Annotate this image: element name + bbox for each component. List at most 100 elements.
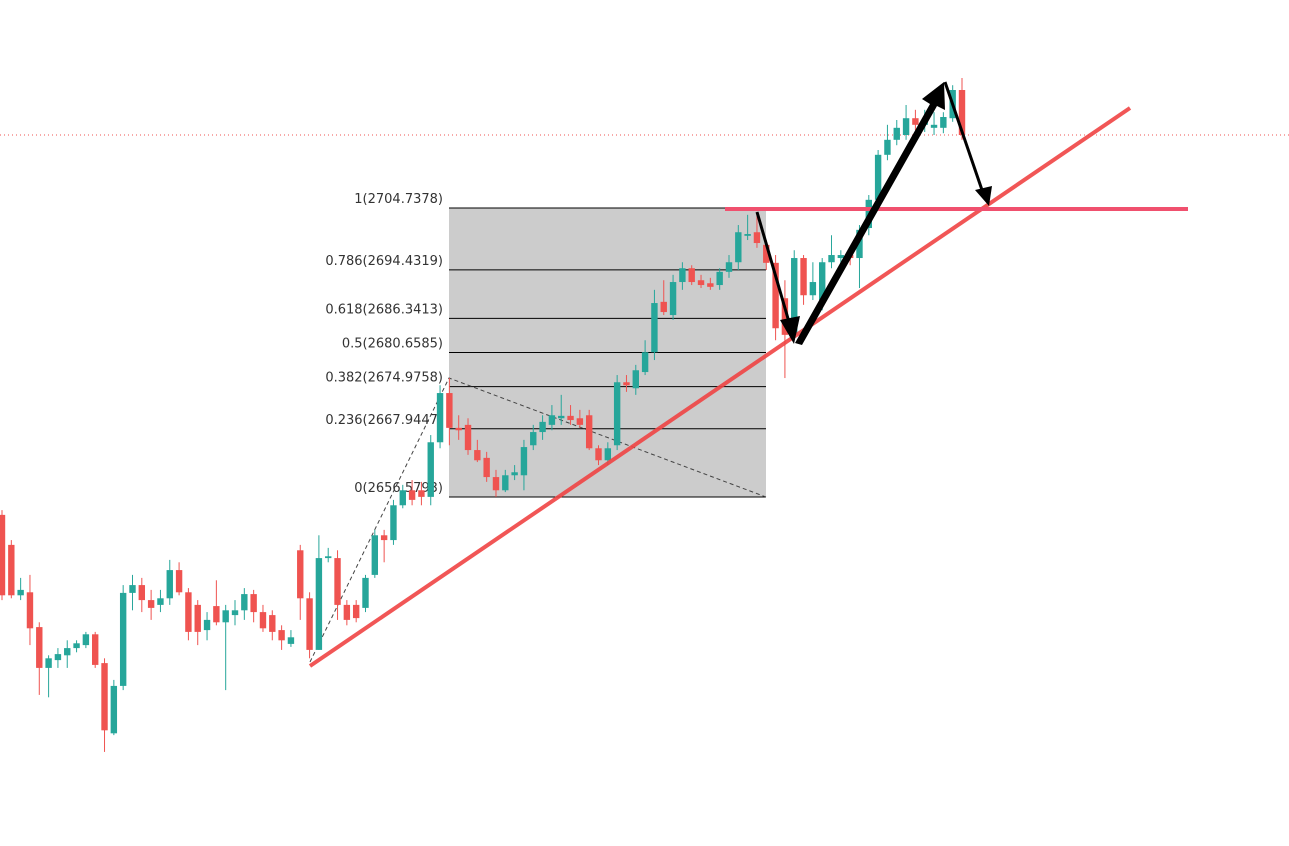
candle-body (688, 268, 695, 283)
candle-body (203, 619, 211, 631)
candle-body (8, 544, 15, 596)
candle-body (17, 589, 24, 596)
candle-body (958, 90, 966, 136)
candle-body (166, 570, 173, 599)
candle-body (520, 447, 528, 476)
candle-body (446, 393, 453, 428)
candle-body (837, 255, 845, 259)
candle-body (138, 585, 146, 601)
candle-body (297, 550, 304, 599)
candle-body (352, 604, 360, 619)
candle-body (595, 448, 602, 461)
candle-body (464, 424, 472, 451)
candle-body (744, 234, 751, 236)
candle-body (306, 598, 313, 650)
candle-body (325, 556, 332, 559)
arrow-up (795, 82, 945, 345)
candle-body (940, 117, 947, 128)
candle-body (558, 415, 565, 419)
candle-body (893, 127, 900, 140)
candle-body (660, 301, 667, 313)
trend-line (308, 106, 1132, 668)
candle-body (436, 393, 444, 443)
candle-body (343, 604, 351, 620)
candle-body (753, 232, 761, 244)
candle-body (828, 255, 835, 263)
candle-body (427, 442, 434, 497)
candle-body (110, 685, 118, 734)
candle-body (697, 280, 705, 286)
candle-body (613, 382, 621, 446)
candle-body (800, 258, 807, 296)
candle-body (669, 282, 677, 316)
candle-body (213, 606, 220, 623)
candle-body (912, 118, 919, 125)
candle-body (567, 415, 574, 421)
candle-body (763, 244, 770, 263)
candle-layer (0, 78, 966, 752)
arrow-shaft (943, 81, 984, 191)
candle-body (884, 139, 891, 155)
candle-body (119, 592, 127, 686)
candle-body (334, 558, 341, 605)
fib-anchor-line (309, 377, 767, 663)
candle-body (651, 303, 658, 353)
arrow-head (975, 186, 992, 206)
candle-body (539, 421, 546, 433)
candle-body (231, 610, 239, 616)
fib-level-label: 0.5(2680.6585) (342, 337, 443, 352)
candle-body (64, 648, 71, 656)
candle-body (362, 577, 369, 608)
candle-body (716, 271, 723, 286)
candle-body (157, 598, 164, 605)
fib-layer: 1(2704.7378) 0.786(2694.4319) 0.618(2686.3… (325, 192, 766, 498)
candle-body (585, 415, 593, 449)
candle-body (735, 232, 742, 263)
candle-body (408, 490, 416, 500)
candle-body (632, 370, 639, 389)
candle-body (623, 382, 630, 386)
candle-body (930, 124, 938, 128)
candle-body (371, 535, 379, 575)
candle-body (287, 637, 295, 644)
candle-body (530, 432, 537, 446)
candle-body (54, 654, 62, 661)
candle-body (101, 663, 108, 731)
candle-body (390, 505, 397, 541)
candle-body (772, 262, 779, 329)
fib-level-label: 1(2704.7378) (354, 192, 443, 207)
candle-body (455, 427, 462, 431)
arrow-shaft (755, 211, 791, 323)
candle-body (129, 585, 136, 593)
candle-body (92, 634, 99, 665)
candle-body (147, 600, 155, 608)
candle-body (185, 592, 192, 632)
candle-body (399, 490, 406, 506)
candle-body (259, 612, 267, 629)
candle-body (604, 448, 612, 461)
candle-body (725, 262, 733, 272)
candle-body (874, 154, 882, 200)
candle-body (809, 282, 817, 296)
candle-body (707, 283, 714, 287)
fib-level-label: 0.236(2667.9447) (325, 413, 443, 428)
candle-body (36, 627, 43, 668)
candle-body (679, 268, 686, 283)
candle-body (26, 592, 34, 629)
candle-body (175, 570, 183, 593)
candle-body (250, 594, 257, 613)
candle-body (0, 514, 6, 596)
candle-body (194, 604, 201, 632)
candle-body (418, 490, 425, 497)
candle-body (45, 658, 52, 668)
arrow-head (780, 316, 800, 344)
candle-body (641, 352, 649, 373)
fib-level-label: 0.382(2674.9758) (325, 371, 443, 386)
candle-body (902, 118, 910, 136)
candle-body (269, 615, 276, 632)
candle-body (818, 262, 826, 301)
fib-level-label: 0.786(2694.4319) (325, 254, 443, 269)
candle-body (241, 594, 248, 611)
